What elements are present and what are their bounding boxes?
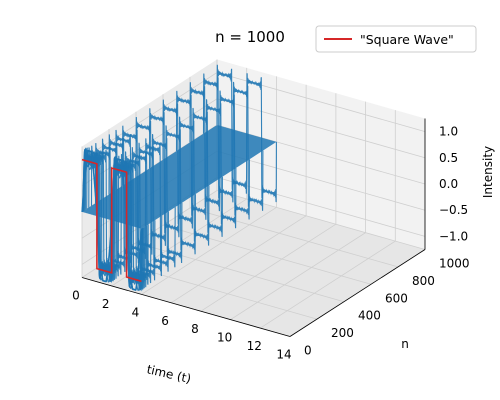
- y-tick-label: 400: [358, 309, 381, 323]
- z-tick-label: −1.0: [439, 229, 468, 243]
- x-tick-label: 8: [191, 322, 199, 336]
- surface-series: [81, 64, 277, 292]
- y-tick-label: 600: [385, 291, 408, 305]
- square-wave-line: [81, 158, 142, 283]
- y-axis-label: n: [401, 337, 409, 351]
- x-tick-label: 10: [217, 331, 232, 345]
- surface-line: [135, 116, 196, 255]
- y-tick-label: 0: [304, 344, 312, 358]
- y-tick-label: 200: [331, 326, 354, 340]
- legend: "Square Wave": [315, 25, 477, 53]
- square-wave-series: [81, 158, 142, 283]
- x-axis-label: time (t): [145, 362, 192, 386]
- z-tick-label: 1.0: [439, 125, 458, 139]
- surface-line: [189, 82, 250, 220]
- surface-line: [216, 64, 277, 203]
- legend-box: [315, 25, 477, 53]
- x-axis-line: [81, 277, 291, 337]
- axis-lines: [81, 118, 426, 337]
- y-axis-line: [289, 249, 426, 337]
- x-tick-label: 14: [276, 348, 291, 362]
- surface-line: [101, 138, 163, 277]
- surface-line: [108, 134, 169, 272]
- z-tick-label: 0.0: [439, 177, 458, 191]
- tick-labels: 0 2 4 6 8 10 12 14 0 200 400 600 800 1000 −1.0 −0.5 0.0 0…: [72, 125, 469, 362]
- x-tick-label: 2: [102, 297, 110, 311]
- x-tick-label: 0: [72, 289, 80, 303]
- surface-line: [115, 129, 176, 268]
- x-tick-label: 12: [247, 339, 262, 353]
- y-tick-label: 800: [412, 274, 435, 288]
- surface-line: [162, 99, 223, 237]
- surface-line: [175, 90, 237, 229]
- y-tick-label: 1000: [439, 257, 470, 271]
- surface-line: [148, 108, 210, 246]
- legend-entry-square-wave: "Square Wave": [360, 32, 454, 47]
- surface-line: [121, 125, 183, 264]
- chart-title: n = 1000: [215, 28, 285, 46]
- z-tick-label: 0.5: [439, 151, 458, 165]
- x-tick-label: 4: [132, 305, 140, 319]
- z-axis-label: Intensity: [481, 146, 495, 198]
- x-tick-label: 6: [161, 314, 169, 328]
- z-tick-label: −0.5: [439, 203, 468, 217]
- surface-line: [202, 73, 264, 211]
